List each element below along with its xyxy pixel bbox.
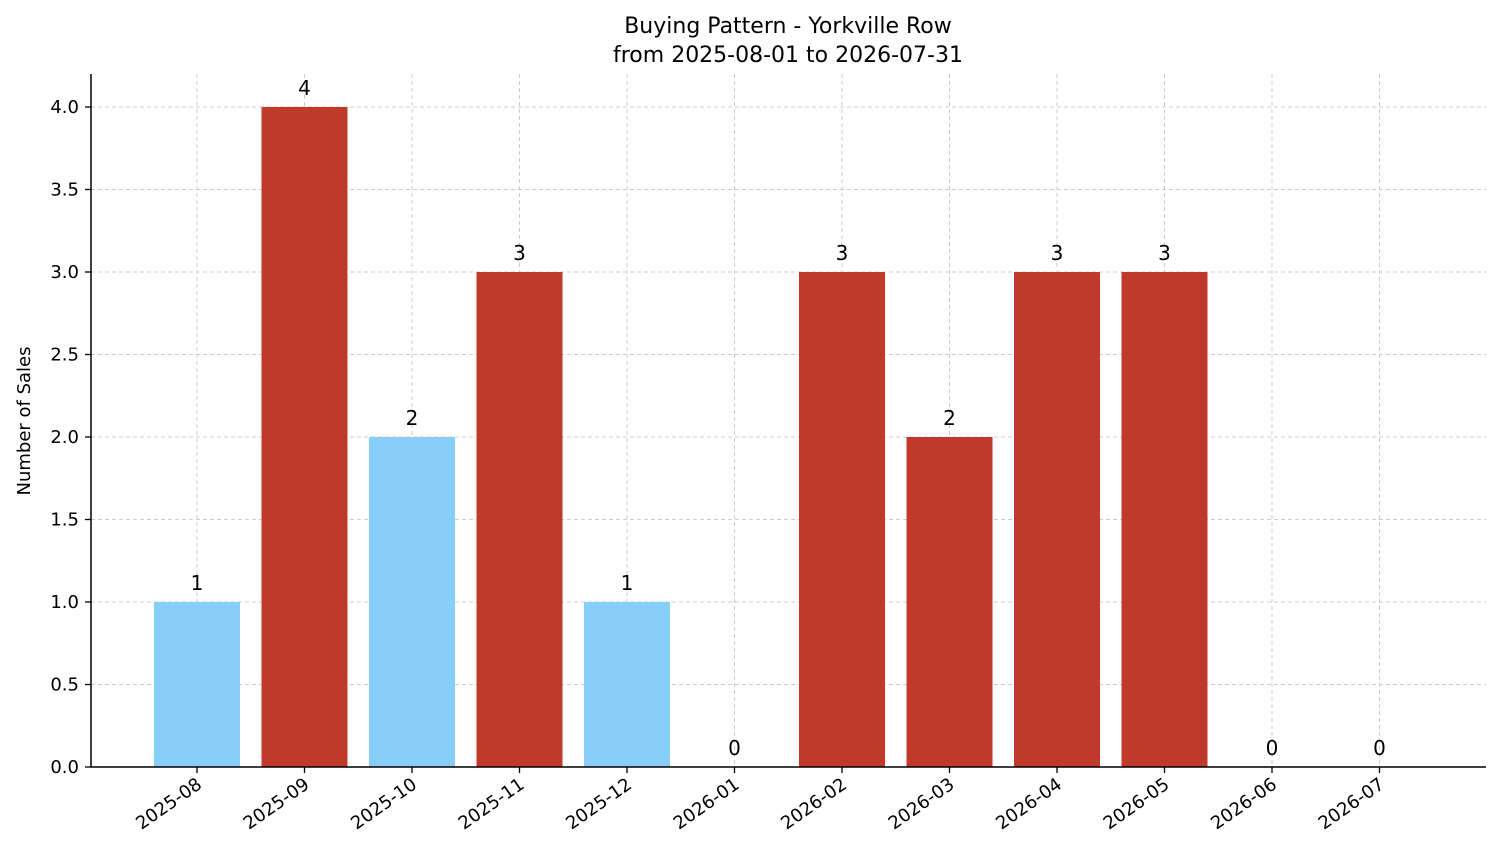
x-tick-label: 2025-10 xyxy=(347,774,421,834)
y-tick-label: 3.0 xyxy=(50,262,79,283)
y-tick-label: 1.0 xyxy=(50,592,79,613)
x-tick-label: 2026-06 xyxy=(1207,774,1281,834)
data-label-2025-08: 1 xyxy=(191,571,204,595)
data-label-2026-04: 3 xyxy=(1051,241,1064,265)
bars-layer xyxy=(154,107,1208,767)
bar-2025-10 xyxy=(369,437,455,767)
bar-2026-05 xyxy=(1121,272,1208,767)
bar-2025-11 xyxy=(476,272,563,767)
y-tick-label: 2.5 xyxy=(50,345,79,366)
data-label-2026-06: 0 xyxy=(1266,736,1279,760)
y-tick-label: 2.0 xyxy=(50,427,79,448)
data-labels-layer: 1 4 2 3 1 0 3 2 3 3 0 0 xyxy=(191,76,1386,760)
data-label-2025-12: 1 xyxy=(621,571,634,595)
data-label-2026-03: 2 xyxy=(943,406,956,430)
x-tick-label: 2026-04 xyxy=(992,774,1066,834)
x-tick-label: 2025-09 xyxy=(240,774,314,834)
x-tick-label: 2026-05 xyxy=(1100,774,1174,834)
y-tick-label: 4.0 xyxy=(50,97,79,118)
x-tick-label: 2026-02 xyxy=(777,774,851,834)
y-tick-label: 0.5 xyxy=(50,675,79,696)
chart-title: Buying Pattern - Yorkville Row xyxy=(624,14,952,39)
data-label-2025-09: 4 xyxy=(298,76,311,100)
data-label-2026-07: 0 xyxy=(1373,736,1386,760)
bar-2026-03 xyxy=(906,437,993,767)
bar-2026-02 xyxy=(799,272,885,767)
x-tick-label: 2026-07 xyxy=(1315,774,1389,834)
x-tick-label: 2025-08 xyxy=(132,774,206,834)
x-tick-label: 2026-01 xyxy=(670,774,744,834)
y-tick-label: 3.5 xyxy=(50,180,79,201)
data-label-2026-05: 3 xyxy=(1158,241,1171,265)
data-label-2025-10: 2 xyxy=(406,406,419,430)
data-label-2025-11: 3 xyxy=(513,241,526,265)
bar-2026-04 xyxy=(1014,272,1100,767)
y-tick-label: 0.0 xyxy=(50,757,79,778)
data-label-2026-01: 0 xyxy=(728,736,741,760)
data-label-2026-02: 3 xyxy=(836,241,849,265)
y-tick-label: 1.5 xyxy=(50,510,79,531)
chart-subtitle: from 2025-08-01 to 2026-07-31 xyxy=(613,43,963,68)
x-tick-label: 2025-11 xyxy=(455,774,529,834)
bar-2025-08 xyxy=(154,602,240,767)
x-tick-label: 2025-12 xyxy=(562,774,636,834)
bar-2025-12 xyxy=(584,602,670,767)
bar-2025-09 xyxy=(261,107,348,767)
x-tick-label: 2026-03 xyxy=(885,774,959,834)
y-axis-label: Number of Sales xyxy=(14,346,35,495)
